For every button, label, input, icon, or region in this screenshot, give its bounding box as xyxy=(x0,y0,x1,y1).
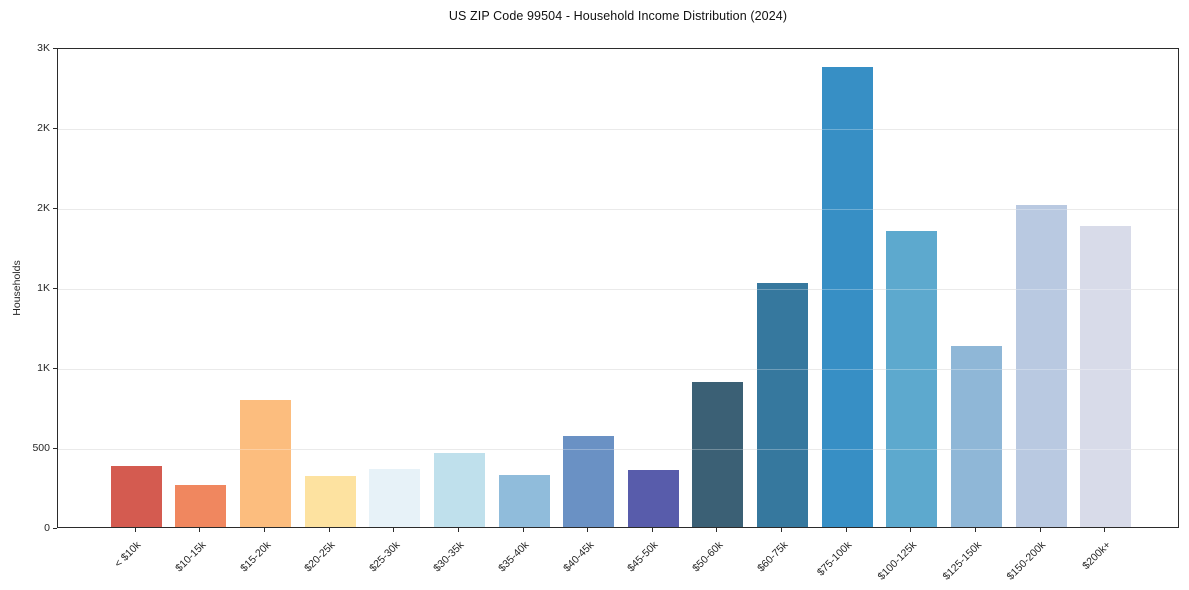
y-tick-label: 2K xyxy=(37,201,50,214)
x-tick-label: $50-60k xyxy=(690,539,726,575)
bar xyxy=(563,435,615,527)
x-tick-mark xyxy=(457,528,459,532)
x-tick-mark xyxy=(1039,528,1041,532)
x-tick-label: $100-125k xyxy=(875,539,920,583)
gridline xyxy=(58,208,1178,210)
bar xyxy=(627,470,679,527)
x-tick-label: $25-30k xyxy=(366,539,403,575)
y-tick-label: 1K xyxy=(37,281,50,294)
gridline xyxy=(58,448,1178,450)
y-tick-mark xyxy=(53,367,57,369)
x-tick-mark xyxy=(910,528,912,532)
x-tick-mark xyxy=(328,528,330,532)
x-tick-label: $30-35k xyxy=(431,539,467,575)
x-tick-mark xyxy=(587,528,589,532)
gridline xyxy=(58,128,1178,130)
x-tick-label: $60-75k xyxy=(754,539,791,575)
y-tick-label: 2K xyxy=(37,121,50,134)
bar xyxy=(1080,226,1132,527)
bar xyxy=(369,469,421,527)
gridline-layer xyxy=(58,49,1178,527)
x-tick-label: $75-100k xyxy=(815,539,855,579)
gridline xyxy=(58,448,1178,450)
x-tick-label: $45-50k xyxy=(625,539,661,575)
x-tick-mark xyxy=(264,528,266,532)
bar xyxy=(886,231,938,527)
bar xyxy=(950,346,1002,527)
chart-title: US ZIP Code 99504 - Household Income Dis… xyxy=(448,9,788,23)
x-tick-label: < $10k xyxy=(112,539,144,570)
x-tick-label: $40-45k xyxy=(560,539,597,575)
x-tick-mark xyxy=(974,528,976,532)
y-axis-tick-labels: 0 500 1K 1K 2K 2K 3K xyxy=(0,42,50,534)
plot-area xyxy=(57,48,1179,528)
y-tick-label: 0 xyxy=(44,521,50,534)
gridline xyxy=(58,288,1178,290)
bar xyxy=(240,399,292,527)
gridline xyxy=(58,368,1178,370)
x-tick-mark xyxy=(134,528,136,532)
gridline xyxy=(58,288,1178,290)
y-tick-mark xyxy=(53,47,57,49)
bar xyxy=(175,485,227,527)
x-tick-mark xyxy=(393,528,395,532)
bar xyxy=(110,466,162,527)
x-tick-label: $35-40k xyxy=(496,539,532,575)
bar xyxy=(757,283,809,527)
x-tick-mark xyxy=(651,528,653,532)
x-tick-label: $20-25k xyxy=(302,539,338,575)
gridline xyxy=(58,128,1178,130)
x-tick-label: $150-200k xyxy=(1004,539,1049,583)
bar xyxy=(821,67,873,527)
y-tick-label: 500 xyxy=(32,441,50,454)
x-tick-mark xyxy=(522,528,524,532)
x-tick-label: $200k+ xyxy=(1080,539,1114,573)
bars-layer xyxy=(58,49,1178,527)
x-axis-tick-labels: < $10k $10-15k $15-20k $20-25k $25-30k $30-35… xyxy=(57,532,1179,590)
x-tick-mark xyxy=(1104,528,1106,532)
x-tick-label: $15-20k xyxy=(237,539,274,575)
y-tick-mark xyxy=(53,527,57,529)
x-tick-label: $10-15k xyxy=(173,539,209,575)
bar xyxy=(433,453,485,527)
gridline xyxy=(58,208,1178,210)
y-tick-label: 3K xyxy=(37,41,50,54)
bar xyxy=(1015,204,1067,527)
x-tick-mark xyxy=(716,528,718,532)
bar xyxy=(692,382,744,527)
gridline-overlay xyxy=(58,49,1178,527)
gridline xyxy=(58,368,1178,370)
x-tick-mark xyxy=(199,528,201,532)
x-tick-mark xyxy=(845,528,847,532)
x-tick-label: $125-150k xyxy=(940,539,984,583)
y-tick-label: 1K xyxy=(37,361,50,374)
y-tick-mark xyxy=(53,287,57,289)
bar xyxy=(304,475,356,527)
x-tick-mark xyxy=(781,528,783,532)
y-tick-mark xyxy=(53,447,57,449)
bar xyxy=(498,475,550,527)
y-tick-mark xyxy=(53,207,57,209)
y-tick-mark xyxy=(53,127,57,129)
